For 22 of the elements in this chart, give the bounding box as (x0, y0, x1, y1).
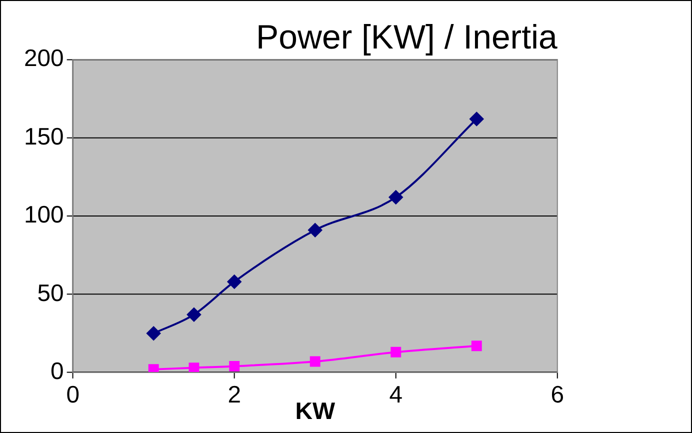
x-tick-label: 4 (389, 381, 403, 408)
point (146, 326, 161, 340)
chart-title: Power [KW] / Inertia (256, 18, 558, 57)
point (310, 356, 320, 367)
point (471, 340, 482, 352)
x-axis-title: KW (295, 398, 336, 425)
point (308, 223, 322, 238)
x-tick-label: 2 (228, 381, 242, 408)
y-tick-label: 200 (24, 45, 64, 72)
point (390, 346, 402, 358)
point (470, 112, 484, 126)
y-tick-label: 100 (24, 202, 64, 229)
point (388, 190, 403, 204)
point (148, 364, 159, 372)
point (188, 362, 200, 372)
x-tick-label: 6 (550, 381, 564, 408)
y-tick-label: 0 (50, 358, 64, 386)
y-tick-label: 150 (24, 123, 64, 150)
point (186, 308, 201, 322)
y-tick-label: 50 (37, 280, 64, 307)
point (227, 274, 242, 289)
point (229, 361, 240, 372)
